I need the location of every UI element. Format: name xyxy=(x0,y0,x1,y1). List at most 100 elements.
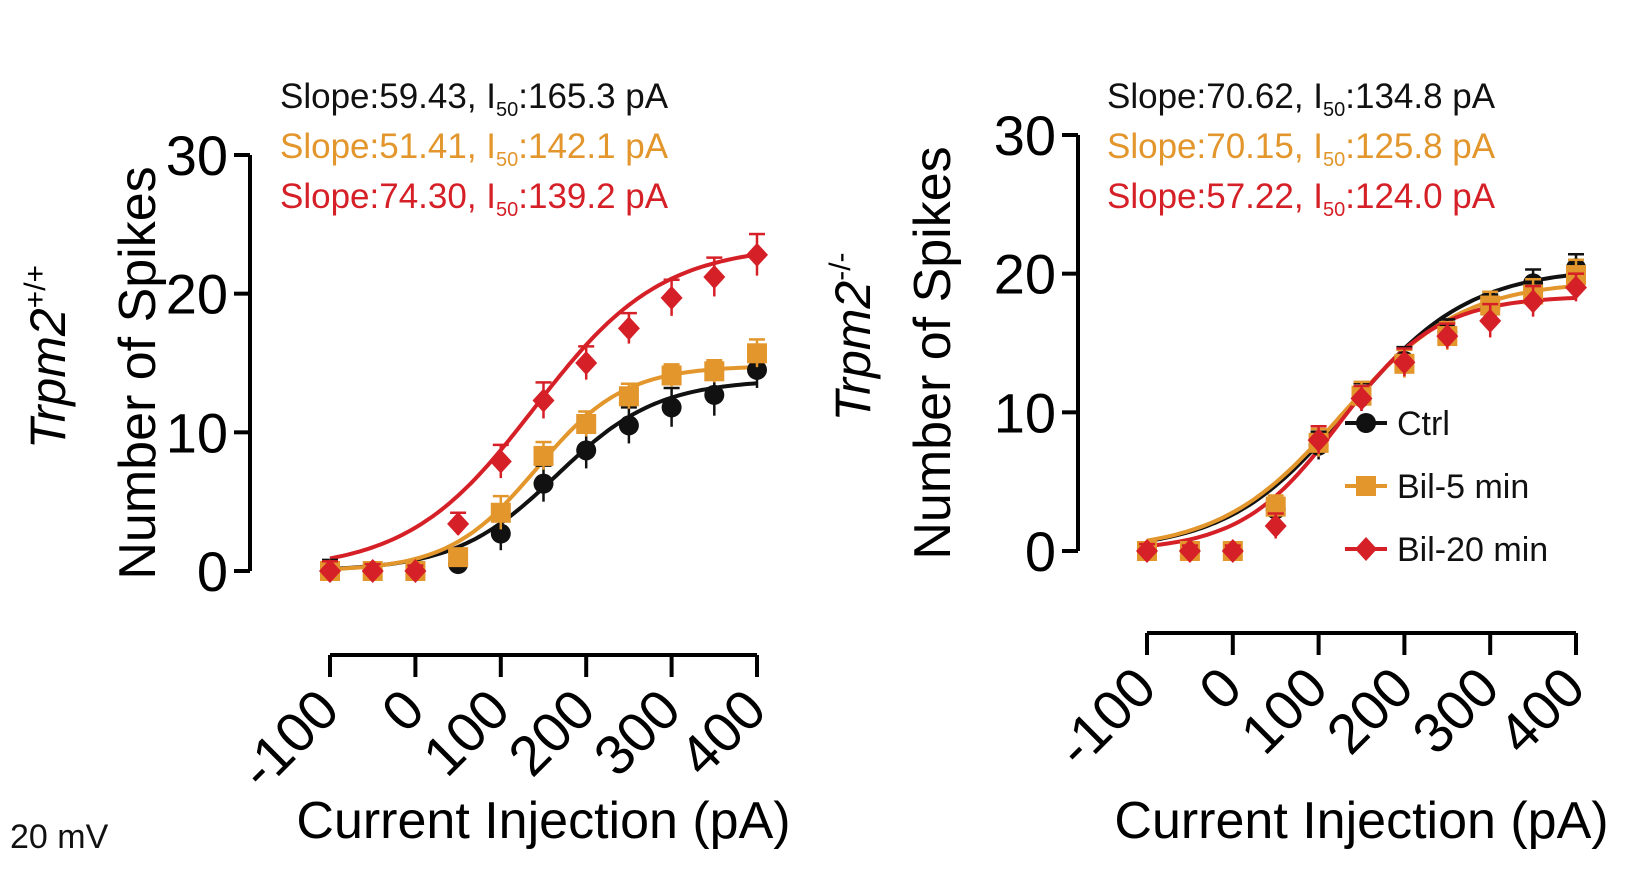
data-point xyxy=(747,343,767,364)
data-point xyxy=(489,449,512,474)
data-point xyxy=(533,445,554,466)
data-point xyxy=(1522,289,1545,314)
fit-annotation: Slope:59.43, I50:165.3 pA xyxy=(280,77,669,121)
y-tick-label: 0 xyxy=(197,540,228,603)
fit-subscript: 50 xyxy=(1323,99,1345,121)
fit-slope: Slope:51.41, I xyxy=(280,127,496,166)
data-point xyxy=(1265,496,1286,517)
x-tick-label: 100 xyxy=(1228,655,1339,766)
data-point xyxy=(618,415,639,436)
x-tick-label: -100 xyxy=(227,677,351,801)
x-tick-label: -100 xyxy=(1044,655,1168,779)
data-point xyxy=(704,361,725,382)
data-point xyxy=(1307,428,1330,453)
data-point xyxy=(1393,350,1416,375)
fit-slope: Slope:70.15, I xyxy=(1107,127,1323,166)
fit-i50: :124.0 pA xyxy=(1345,177,1495,216)
data-point xyxy=(1264,514,1287,539)
legend-label: Bil-5 min xyxy=(1397,468,1529,506)
fit-annotation: Slope:70.62, I50:134.8 pA xyxy=(1107,77,1496,121)
x-tick-label: 200 xyxy=(496,677,607,788)
scale-bar-label: 20 mV xyxy=(10,818,109,856)
fit-i50: :165.3 pA xyxy=(518,77,668,116)
data-point xyxy=(319,559,341,583)
fit-annotation: Slope:57.22, I50:124.0 pA xyxy=(1107,177,1496,221)
x-tick-label: 300 xyxy=(1400,655,1511,766)
fit-annotation: Slope:70.15, I50:125.8 pA xyxy=(1107,127,1496,171)
data-point xyxy=(1178,539,1201,563)
y-tick-label: 10 xyxy=(166,401,228,464)
genotype-label: Trpm2-/- xyxy=(824,252,881,421)
x-tick-label: 200 xyxy=(1314,655,1425,766)
data-point xyxy=(490,523,511,544)
data-point xyxy=(404,559,427,583)
x-axis-title: Current Injection (pA) xyxy=(1114,792,1608,850)
fit-i50: :125.8 pA xyxy=(1345,127,1495,166)
y-tick-label: 20 xyxy=(994,243,1056,306)
x-tick-label: 100 xyxy=(411,677,522,788)
fit-subscript: 50 xyxy=(1323,149,1345,171)
legend-label: Bil-20 min xyxy=(1397,531,1548,569)
data-point xyxy=(576,414,597,435)
data-point xyxy=(361,559,384,583)
data-point xyxy=(704,384,725,405)
data-point xyxy=(661,397,682,418)
legend-marker xyxy=(1355,537,1377,561)
y-tick-label: 20 xyxy=(166,263,228,326)
fit-i50: :139.2 pA xyxy=(518,177,668,216)
legend-marker xyxy=(1356,413,1376,433)
data-point xyxy=(1221,539,1244,563)
fit-slope: Slope:74.30, I xyxy=(280,177,496,216)
data-point xyxy=(447,511,470,536)
data-point xyxy=(1565,275,1587,300)
fit-slope: Slope:57.22, I xyxy=(1107,177,1323,216)
fit-slope: Slope:70.62, I xyxy=(1107,77,1323,116)
data-point xyxy=(490,502,511,523)
y-axis-title: Number of Spikes xyxy=(109,166,167,579)
x-tick-label: 400 xyxy=(1486,655,1597,766)
legend-marker xyxy=(1356,476,1376,496)
genotype-superscript: -/- xyxy=(824,252,857,280)
y-tick-label: 0 xyxy=(1025,520,1056,583)
data-point xyxy=(576,440,597,461)
genotype-superscript: +/+ xyxy=(19,265,52,308)
legend-label: Ctrl xyxy=(1397,405,1450,443)
data-point xyxy=(533,473,554,494)
data-point xyxy=(746,242,768,267)
y-tick-label: 30 xyxy=(994,104,1056,167)
fit-i50: :134.8 pA xyxy=(1345,77,1495,116)
y-tick-label: 10 xyxy=(994,381,1056,444)
genotype-name: Trpm2 xyxy=(20,308,76,449)
data-point xyxy=(1136,539,1158,563)
y-tick-label: 30 xyxy=(166,124,228,187)
data-point xyxy=(1350,386,1373,411)
data-point xyxy=(575,351,598,375)
data-point xyxy=(1479,308,1502,333)
x-axis-title: Current Injection (pA) xyxy=(296,792,790,850)
data-point xyxy=(660,285,683,310)
x-tick-label: 300 xyxy=(581,677,692,788)
fit-subscript: 50 xyxy=(496,149,518,171)
fit-subscript: 50 xyxy=(496,199,518,221)
y-axis-title: Number of Spikes xyxy=(904,146,962,559)
fit-subscript: 50 xyxy=(496,99,518,121)
data-point xyxy=(617,316,640,341)
data-point xyxy=(618,386,639,407)
genotype-label: Trpm2+/+ xyxy=(19,265,76,449)
fit-slope: Slope:59.43, I xyxy=(280,77,496,116)
data-point xyxy=(448,547,469,568)
data-point xyxy=(703,265,726,290)
data-point xyxy=(532,388,555,413)
fit-i50: :142.1 pA xyxy=(518,127,668,166)
genotype-name: Trpm2 xyxy=(825,281,881,422)
data-point xyxy=(747,359,767,380)
data-point xyxy=(661,365,682,386)
fit-annotation: Slope:51.41, I50:142.1 pA xyxy=(280,127,669,171)
x-tick-label: 400 xyxy=(667,677,778,788)
fit-annotation: Slope:74.30, I50:139.2 pA xyxy=(280,177,669,221)
data-point xyxy=(1436,324,1459,349)
fit-subscript: 50 xyxy=(1323,199,1345,221)
